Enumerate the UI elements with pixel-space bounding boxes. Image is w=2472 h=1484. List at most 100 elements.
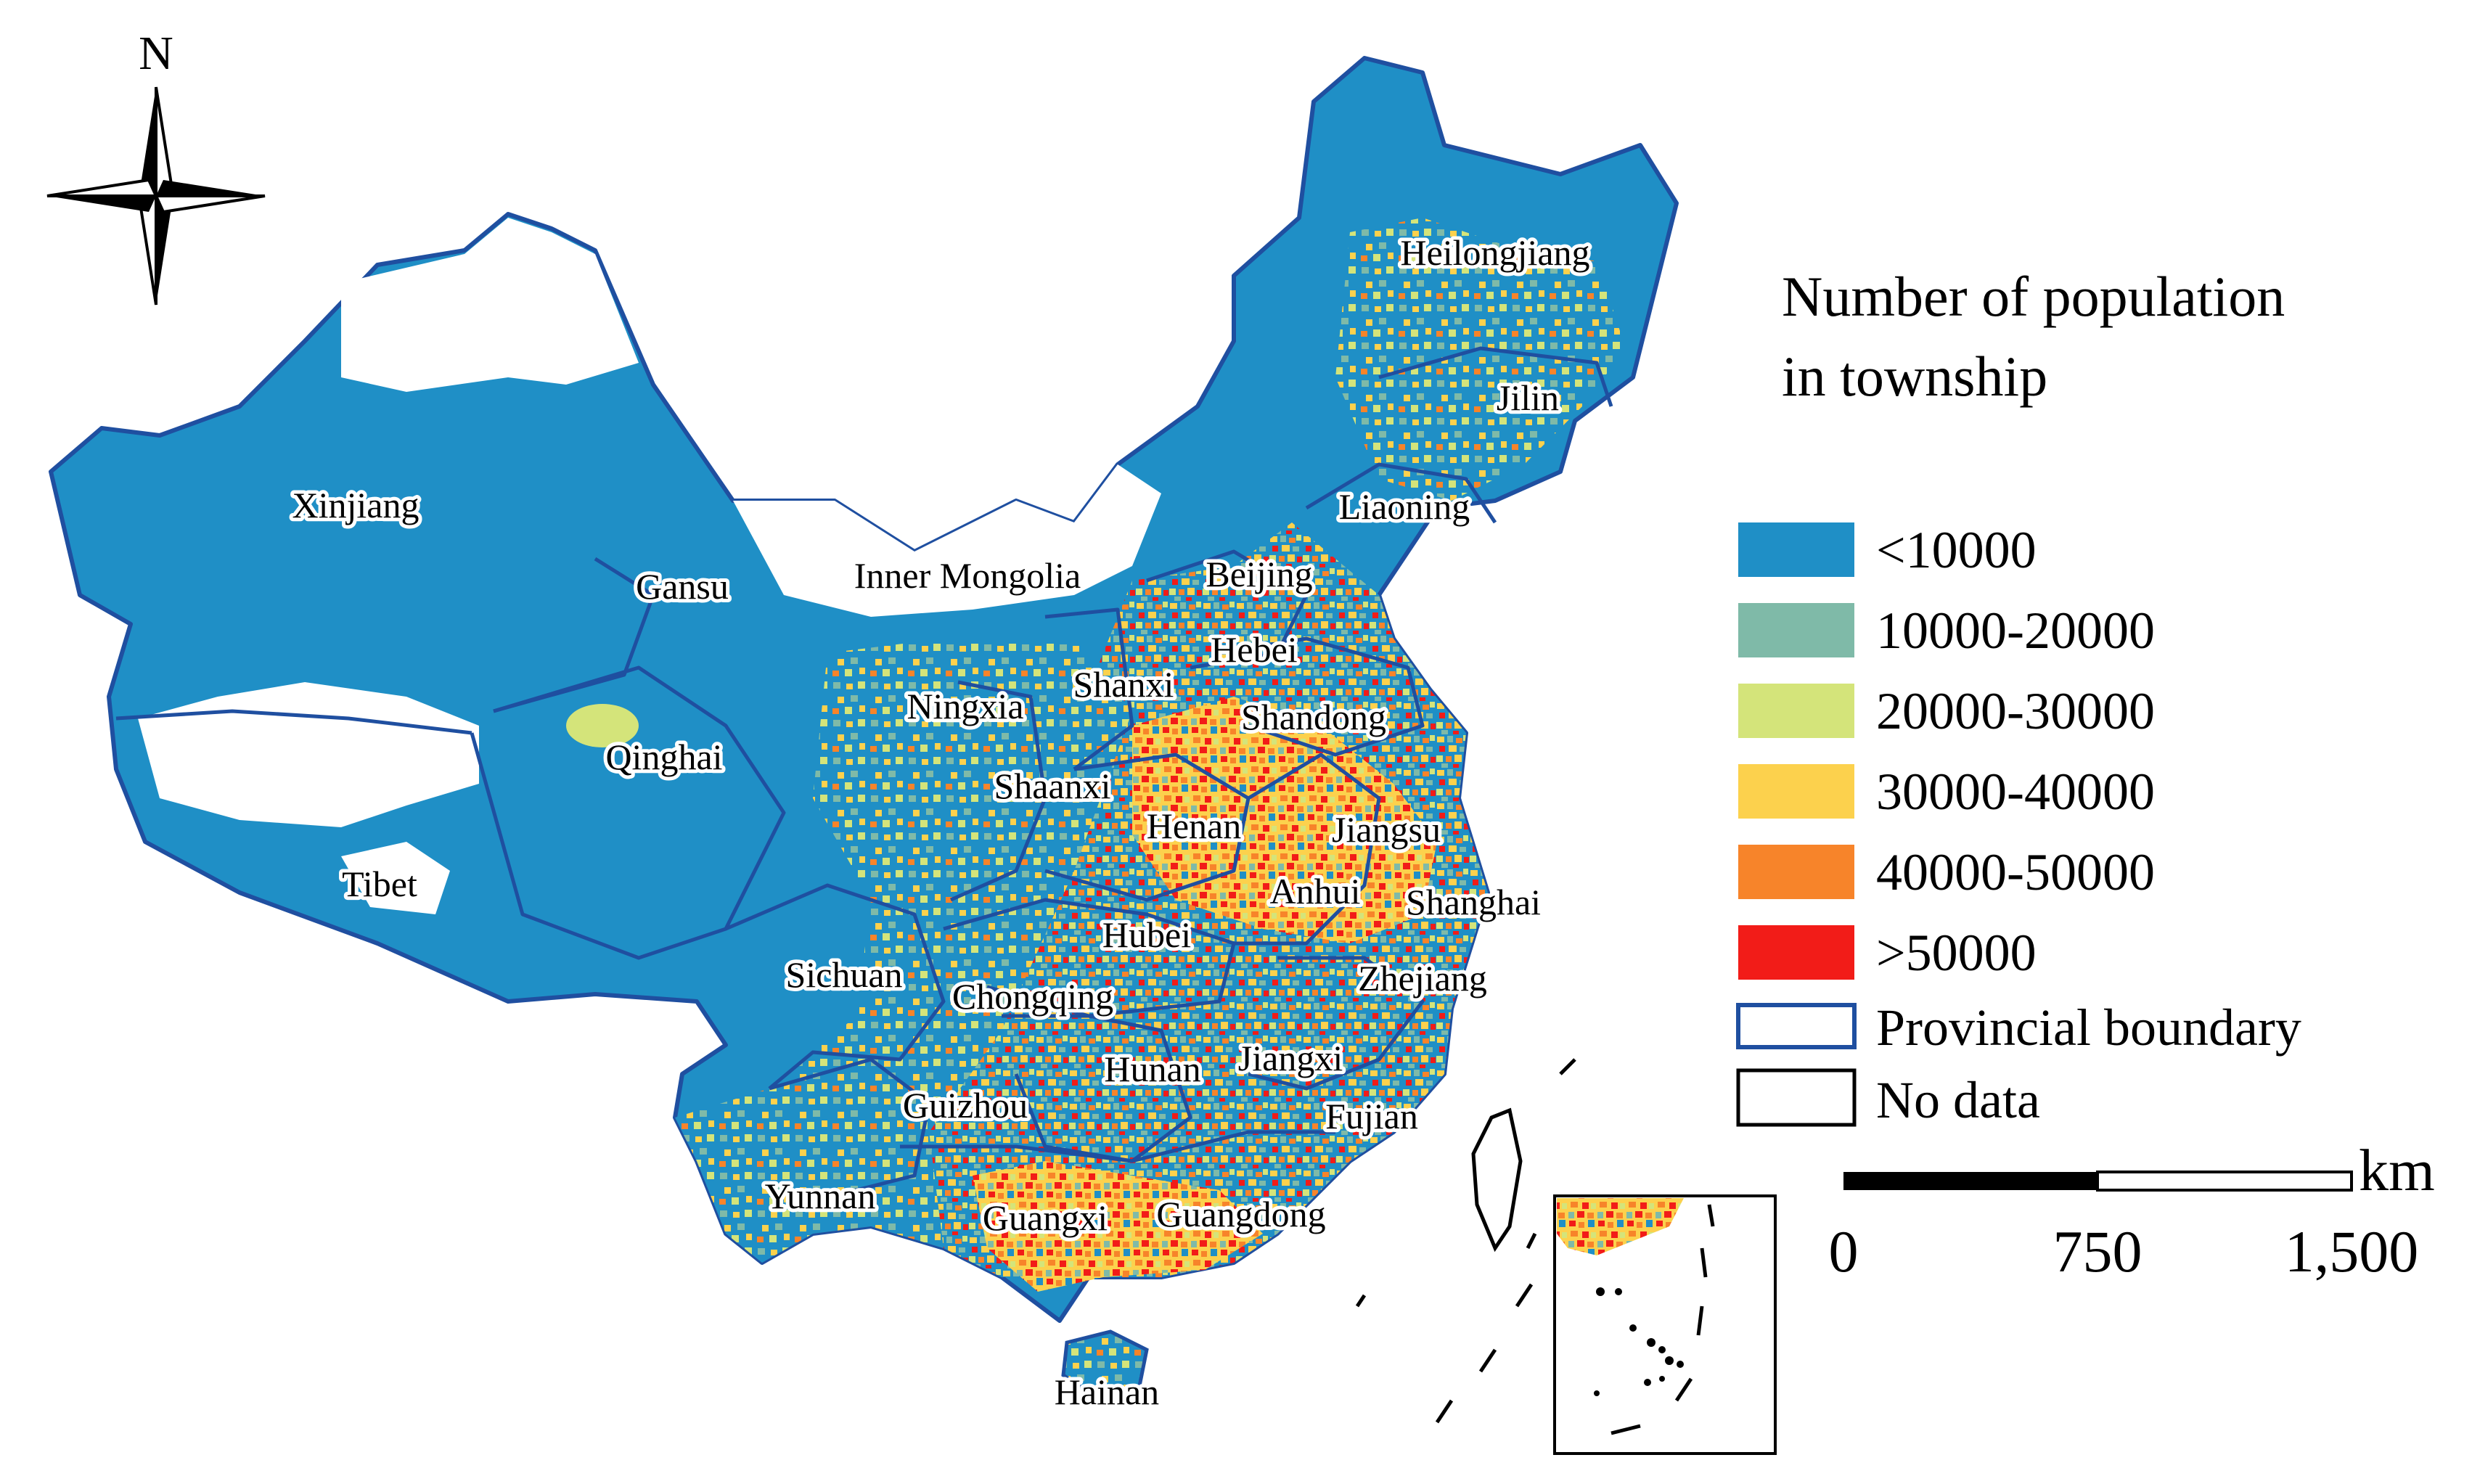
legend-swatch: [1738, 522, 1854, 577]
legend-title-line1: Number of population: [1782, 265, 2285, 328]
label-guizhou: Guizhou: [903, 1085, 1028, 1126]
label-heilongjiang: Heilongjiang: [1400, 232, 1589, 273]
label-zhejiang: Zhejiang: [1358, 958, 1487, 999]
legend-label-no-data: No data: [1876, 1071, 2040, 1129]
inset-mainland: [1557, 1198, 1684, 1255]
north-arrow-needle-south: [156, 196, 172, 305]
legend-label: 20000-30000: [1876, 682, 2155, 740]
legend-label: <10000: [1876, 521, 2037, 579]
north-arrow-needle-east-light: [153, 194, 266, 214]
legend-label-boundary: Provincial boundary: [1876, 999, 2301, 1057]
boundary-jilin: [1378, 346, 1613, 407]
north-arrow-needle-west: [47, 196, 156, 212]
no-data-north-xinjiang: [341, 218, 639, 392]
label-jiangxi: Jiangxi: [1238, 1038, 1343, 1078]
legend-title-line2: in township: [1782, 345, 2047, 408]
label-jiangsu: Jiangsu: [1332, 809, 1441, 850]
scale-bar-unit: km: [2359, 1137, 2435, 1203]
no-data-inner-mongolia: [733, 464, 1161, 617]
label-guangxi: Guangxi: [983, 1197, 1108, 1238]
label-gansu: Gansu: [636, 566, 729, 607]
nine-dash-segment: [1526, 1232, 1537, 1250]
nine-dash-segment: [1355, 1294, 1367, 1308]
boundary-liaoning: [1305, 462, 1497, 524]
north-arrow-needle-west-light: [46, 178, 159, 197]
boundary-yunnan-guizhou: [769, 1057, 931, 1200]
inset-dashes: [1611, 1204, 1715, 1435]
boundary-zhejiang-fujian: [1248, 956, 1425, 1091]
scale-bar-tick-750: 750: [2053, 1218, 2142, 1284]
label-shandong: Shandong: [1241, 697, 1386, 737]
northeast-mid-region: [1335, 218, 1626, 501]
label-hunan: Hunan: [1104, 1049, 1200, 1089]
boundary-sichuan: [725, 883, 946, 1090]
label-hainan: Hainan: [1055, 1372, 1159, 1412]
legend-classes: <10000 10000-20000 20000-30000 30000-40000 4…: [1738, 521, 2155, 982]
north-arrow: N: [46, 27, 266, 306]
label-guangdong: Guangdong: [1156, 1194, 1325, 1234]
label-ningxia: Ningxia: [906, 686, 1023, 726]
scale-bar-white-segment: [2096, 1171, 2353, 1192]
label-shanxi: Shanxi: [1073, 664, 1174, 705]
label-beijing: Beijing: [1206, 554, 1312, 594]
boundary-hunan: [1002, 1014, 1192, 1163]
north-arrow-needle-south-light: [138, 193, 157, 306]
scale-bar: km 0 750 1,500: [1829, 1137, 2435, 1284]
province-labels: Heilongjiang Jilin Liaoning Xinjiang Inn…: [289, 229, 1594, 1416]
nine-dash-segment: [1515, 1283, 1534, 1308]
north-arrow-needle-east: [156, 180, 265, 196]
label-qinghai: Qinghai: [605, 737, 722, 777]
scale-bar-tick-1500: 1,500: [2285, 1218, 2419, 1284]
boundary-henan: [1044, 753, 1251, 902]
boundary-jiangsu-anhui: [1234, 753, 1381, 946]
qinghai-lake-area: [566, 704, 639, 747]
label-yunnan: Yunnan: [765, 1176, 876, 1216]
no-data-tibet-west: [341, 842, 450, 914]
label-tibet: Tibet: [342, 864, 417, 904]
north-arrow-needle-north: [140, 87, 156, 196]
scale-bar-black-segment: [1843, 1172, 2097, 1190]
nine-dash-segment: [1559, 1058, 1576, 1075]
scale-bar-tick-0: 0: [1829, 1218, 1859, 1284]
label-liaoning: Liaoning: [1339, 486, 1470, 527]
south-sea-islands: [1355, 1058, 1576, 1424]
north-arrow-label: N: [139, 27, 173, 80]
legend-label: 10000-20000: [1876, 602, 2155, 660]
label-fujian: Fujian: [1325, 1096, 1418, 1136]
central-mid-region: [675, 639, 1132, 1263]
label-chongqing: Chongqing: [952, 976, 1113, 1017]
boundary-shandong: [1219, 636, 1425, 757]
label-sichuan: Sichuan: [785, 954, 902, 995]
boundary-guangxi-guangdong: [900, 1130, 1335, 1163]
boundary-hebei-beijing: [1146, 549, 1309, 670]
legend-label: 30000-40000: [1876, 763, 2155, 821]
label-jilin: Jilin: [1497, 377, 1559, 418]
legend-label: 40000-50000: [1876, 843, 2155, 901]
label-inner-mongolia: Inner Mongolia: [854, 555, 1081, 596]
nine-dash-segment: [1435, 1399, 1454, 1424]
taiwan-outline: [1471, 1107, 1523, 1253]
legend-swatch: [1738, 925, 1854, 980]
china-landmass: [49, 56, 1679, 1399]
legend-swatch: [1738, 764, 1854, 819]
nine-dash-segment: [1478, 1348, 1497, 1373]
boundary-shanxi: [1044, 607, 1134, 771]
boundary-qinghai: [470, 665, 786, 960]
legend-swatch: [1738, 603, 1854, 657]
label-shaanxi: Shaanxi: [994, 766, 1110, 806]
label-hubei: Hubei: [1102, 914, 1191, 955]
huabei-hot-region: [1132, 697, 1437, 943]
hainan-island: [1061, 1329, 1149, 1399]
provincial-boundaries: [115, 346, 1613, 1200]
label-anhui: Anhui: [1270, 871, 1361, 911]
label-hebei: Hebei: [1211, 629, 1297, 670]
north-arrow-needle-north-light: [155, 86, 174, 199]
legend-swatch-no-data: [1736, 1068, 1857, 1127]
legend-swatch: [1738, 684, 1854, 738]
legend-swatch: [1738, 845, 1854, 899]
legend-label: >50000: [1876, 924, 2037, 982]
label-shanghai: Shanghai: [1406, 882, 1541, 922]
legend-swatch-boundary: [1736, 1003, 1857, 1049]
